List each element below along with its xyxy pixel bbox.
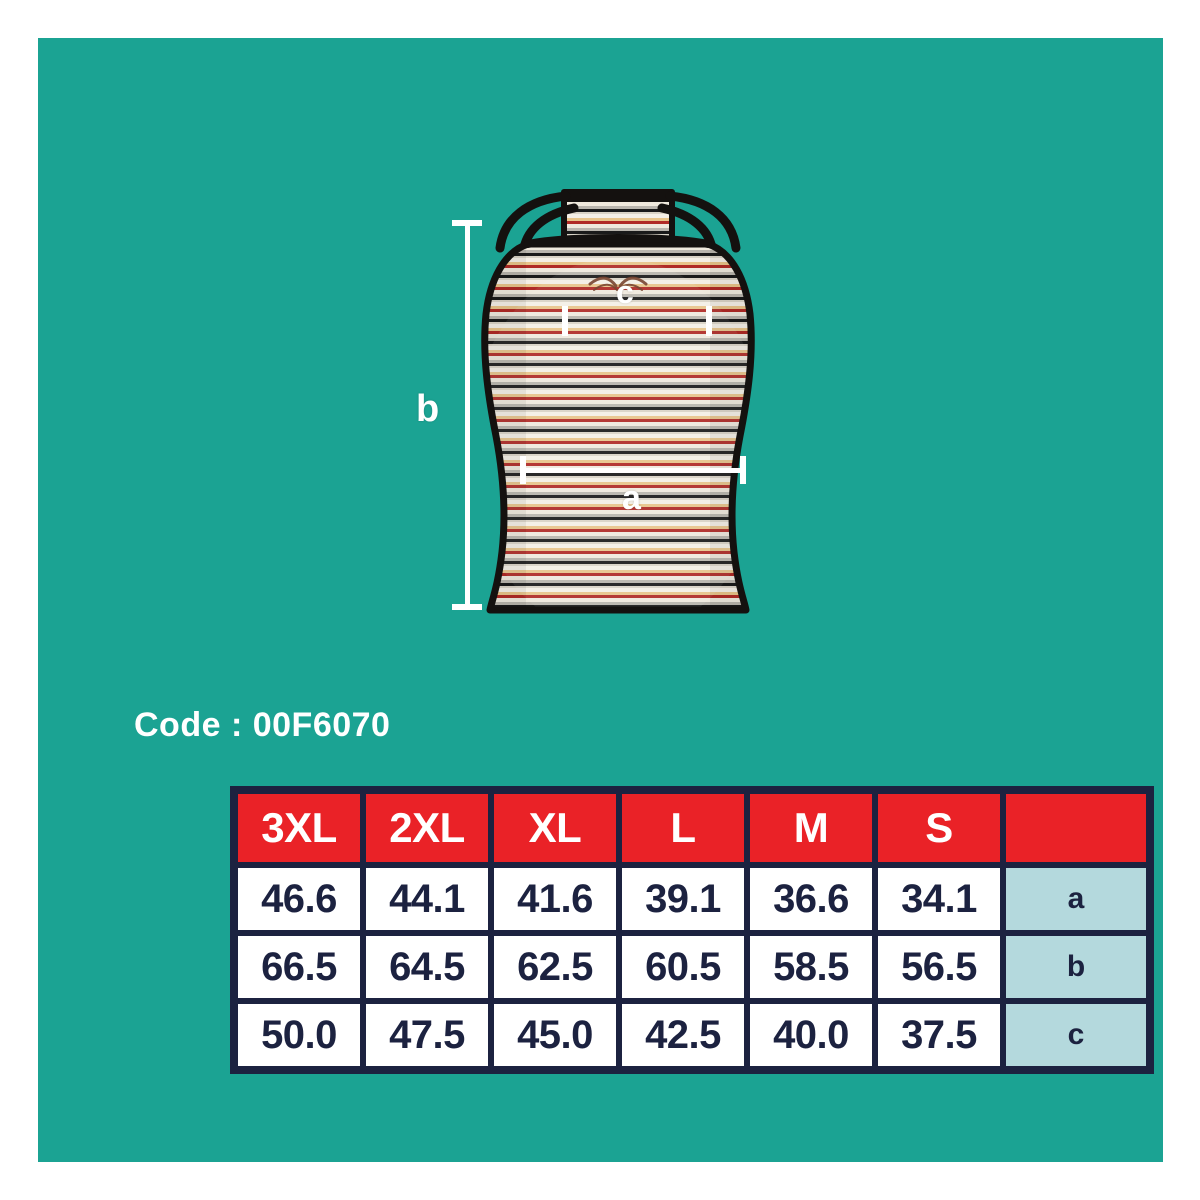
- cell-c-xl: 45.0: [491, 1001, 619, 1069]
- cell-a-m: 36.6: [747, 865, 875, 933]
- cell-a-l: 39.1: [619, 865, 747, 933]
- dimension-cap-bottom: [452, 604, 482, 610]
- column-header-m: M: [747, 791, 875, 865]
- measurement-label-b: b: [416, 388, 440, 430]
- column-header-s: S: [875, 791, 1003, 865]
- size-table: 3XL 2XL XL L M S 46.6 44.1 41.6 39.1: [230, 786, 1154, 1074]
- column-header-3xl: 3XL: [235, 791, 363, 865]
- table-row: 66.5 64.5 62.5 60.5 58.5 56.5 b: [235, 933, 1149, 1001]
- product-code-label: Code :: [134, 706, 243, 744]
- column-header-l: L: [619, 791, 747, 865]
- cell-c-l: 42.5: [619, 1001, 747, 1069]
- dimension-stem: [520, 468, 746, 473]
- table-row: 50.0 47.5 45.0 42.5 40.0 37.5 c: [235, 1001, 1149, 1069]
- cell-c-s: 37.5: [875, 1001, 1003, 1069]
- dimension-line-c: [562, 306, 712, 336]
- cell-b-s: 56.5: [875, 933, 1003, 1001]
- product-code-value: 00F6070: [252, 706, 391, 744]
- garment-body: [481, 234, 755, 614]
- cell-a-2xl: 44.1: [363, 865, 491, 933]
- row-key-c: c: [1003, 1001, 1149, 1069]
- cell-a-xl: 41.6: [491, 865, 619, 933]
- size-table-container: 3XL 2XL XL L M S 46.6 44.1 41.6 39.1: [230, 786, 1154, 1074]
- dimension-cap-right: [740, 456, 746, 484]
- garment-svg: [481, 189, 755, 614]
- row-key-a: a: [1003, 865, 1149, 933]
- table-header-row: 3XL 2XL XL L M S: [235, 791, 1149, 865]
- cell-c-m: 40.0: [747, 1001, 875, 1069]
- cell-b-3xl: 66.5: [235, 933, 363, 1001]
- column-header-xl: XL: [491, 791, 619, 865]
- dimension-line-b: [452, 220, 482, 610]
- cell-b-l: 60.5: [619, 933, 747, 1001]
- table-row: 46.6 44.1 41.6 39.1 36.6 34.1 a: [235, 865, 1149, 933]
- product-code: Code : 00F6070: [134, 706, 390, 745]
- cell-a-3xl: 46.6: [235, 865, 363, 933]
- dimension-stem: [465, 220, 470, 610]
- teal-background-panel: b a c Code : 00F6070: [38, 38, 1163, 1162]
- cell-b-2xl: 64.5: [363, 933, 491, 1001]
- cell-c-3xl: 50.0: [235, 1001, 363, 1069]
- column-header-key: [1003, 791, 1149, 865]
- row-key-b: b: [1003, 933, 1149, 1001]
- cell-b-xl: 62.5: [491, 933, 619, 1001]
- cell-a-s: 34.1: [875, 865, 1003, 933]
- dimension-tick-left: [562, 306, 568, 336]
- cell-b-m: 58.5: [747, 933, 875, 1001]
- garment-illustration: [378, 148, 858, 648]
- dimension-tick-right: [706, 306, 712, 336]
- column-header-2xl: 2XL: [363, 791, 491, 865]
- measurement-label-c: c: [616, 274, 634, 310]
- cell-c-2xl: 47.5: [363, 1001, 491, 1069]
- winged-logo-icon: [588, 276, 648, 291]
- measurement-label-a: a: [622, 479, 641, 517]
- dimension-line-a: [520, 456, 746, 484]
